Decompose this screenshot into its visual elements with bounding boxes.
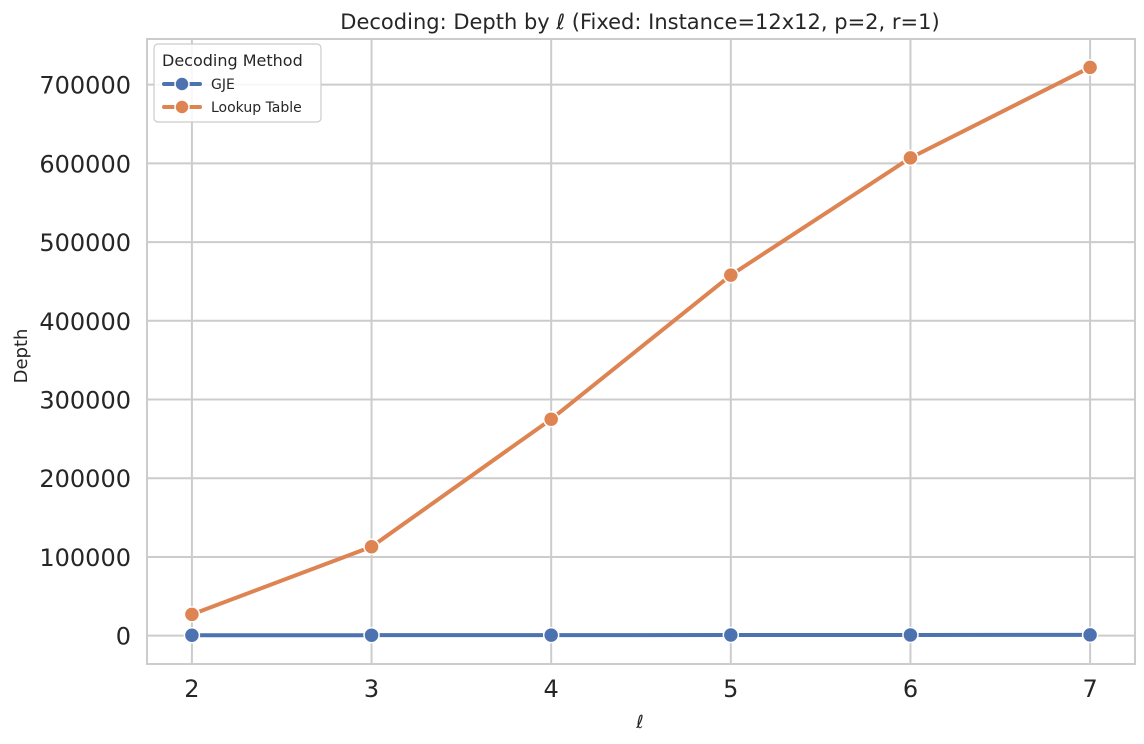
series-line xyxy=(189,65,1093,617)
grid xyxy=(147,39,1135,664)
legend-label: Lookup Table xyxy=(211,100,302,116)
plot-frame xyxy=(146,38,1136,665)
legend-entry: Lookup Table xyxy=(162,99,302,116)
x-tick-label: 6 xyxy=(903,675,918,703)
data-point xyxy=(363,626,380,644)
x-tick-labels: 2 3 4 5 6 7 xyxy=(184,675,1097,703)
x-axis-label: ℓ xyxy=(635,712,643,733)
x-tick-label: 2 xyxy=(184,675,199,703)
data-point xyxy=(902,149,919,167)
data-point xyxy=(542,410,560,428)
x-tick-label: 5 xyxy=(723,675,738,703)
y-axis-label: Depth xyxy=(11,329,32,384)
data-point xyxy=(542,626,560,644)
y-tick-labels: 0 100000 200000 300000 400000 500000 600000 700… xyxy=(39,72,131,651)
y-tick-label: 500000 xyxy=(39,229,131,257)
x-tick-label: 3 xyxy=(364,675,379,703)
series-layer xyxy=(183,59,1099,644)
legend-marker xyxy=(174,76,190,92)
y-tick-label: 600000 xyxy=(39,150,131,178)
legend-entry: GJE xyxy=(162,76,235,93)
legend: Decoding Method GJE Lookup Table xyxy=(153,43,322,123)
data-point xyxy=(183,627,201,644)
data-point xyxy=(1081,59,1099,76)
data-point xyxy=(722,266,740,284)
y-tick-label: 300000 xyxy=(39,387,131,415)
plot-area xyxy=(147,39,1135,664)
series-gje xyxy=(183,626,1099,644)
y-tick-label: 700000 xyxy=(39,72,131,100)
legend-marker xyxy=(174,99,190,115)
data-point xyxy=(722,626,740,644)
y-tick-label: 200000 xyxy=(39,465,131,493)
legend-entries: GJE Lookup Table xyxy=(162,76,302,116)
data-point xyxy=(902,626,919,644)
legend-title: Decoding Method xyxy=(162,51,303,70)
y-tick-label: 400000 xyxy=(39,308,131,336)
y-tick-label: 0 xyxy=(116,623,131,651)
x-tick-label: 7 xyxy=(1082,675,1097,703)
x-tick-label: 4 xyxy=(544,675,559,703)
chart-title: Decoding: Depth by ℓ (Fixed: Instance=12… xyxy=(340,10,939,34)
data-point xyxy=(183,606,201,623)
legend-box xyxy=(153,43,322,123)
data-point xyxy=(1081,626,1099,644)
series-lookup-table xyxy=(183,59,1099,623)
legend-label: GJE xyxy=(211,77,235,93)
y-tick-label: 100000 xyxy=(39,544,131,572)
data-point xyxy=(363,538,380,555)
